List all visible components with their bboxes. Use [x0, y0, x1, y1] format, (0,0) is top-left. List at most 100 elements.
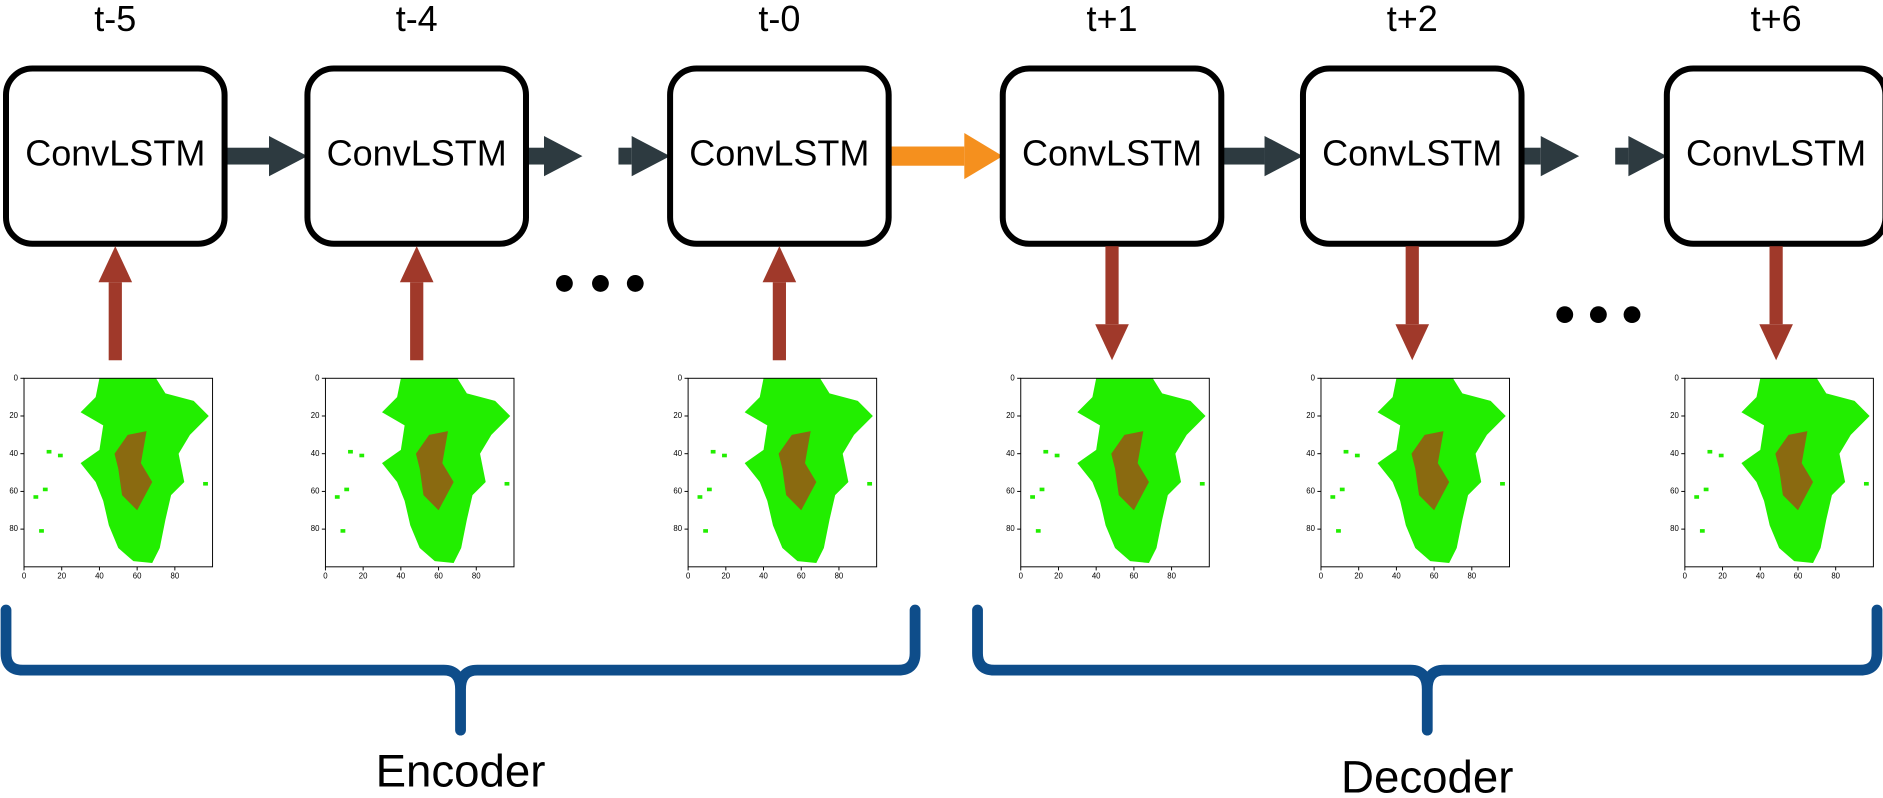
y-tick-label: 0	[678, 373, 683, 382]
x-tick-label: 20	[1054, 571, 1063, 580]
x-tick-label: 60	[1130, 571, 1139, 580]
x-tick-label: 0	[1319, 571, 1324, 580]
precip-speck	[1704, 488, 1709, 492]
y-tick-label: 0	[1010, 373, 1015, 382]
precip-speck	[1500, 482, 1505, 486]
precip-speck	[1340, 488, 1345, 492]
precip-speck	[1707, 450, 1712, 454]
precip-speck	[1040, 488, 1045, 492]
time-label: t-4	[396, 0, 438, 39]
convlstm-label: ConvLSTM	[689, 133, 869, 174]
y-tick-label: 80	[9, 524, 18, 533]
x-tick-label: 80	[171, 571, 180, 580]
radar-plot: 020406080020406080	[1670, 373, 1873, 580]
precip-speck	[1200, 482, 1205, 486]
x-tick-label: 80	[835, 571, 844, 580]
convlstm-label: ConvLSTM	[1022, 133, 1202, 174]
precip-speck	[867, 482, 872, 486]
y-tick-label: 20	[1670, 411, 1679, 420]
arrow-head	[632, 136, 670, 176]
ellipsis-dot	[556, 275, 573, 292]
arrow-shaft	[410, 282, 423, 360]
precip-speck	[1719, 454, 1724, 458]
precip-speck	[341, 529, 346, 533]
x-tick-label: 0	[22, 571, 27, 580]
precip-speck	[43, 488, 48, 492]
precip-speck	[711, 450, 716, 454]
arrow-head	[964, 133, 1002, 179]
x-tick-label: 40	[1092, 571, 1101, 580]
y-tick-label: 40	[1006, 449, 1015, 458]
radar-plot: 020406080020406080	[9, 373, 212, 580]
arrow-shaft	[890, 147, 964, 166]
x-tick-label: 80	[1467, 571, 1476, 580]
precip-speck	[1864, 482, 1869, 486]
arrow-shaft	[618, 148, 631, 165]
precip-speck	[1355, 454, 1360, 458]
time-label: t+2	[1387, 0, 1438, 39]
precip-speck	[1700, 529, 1705, 533]
x-tick-label: 20	[721, 571, 730, 580]
y-tick-label: 60	[1306, 486, 1315, 495]
time-label: t+1	[1086, 0, 1137, 39]
x-tick-label: 0	[323, 571, 328, 580]
arrow-head	[1759, 324, 1793, 360]
y-tick-label: 20	[673, 411, 682, 420]
y-tick-label: 60	[1670, 486, 1679, 495]
precip-speck	[1336, 529, 1341, 533]
precip-speck	[1344, 450, 1349, 454]
x-tick-label: 60	[797, 571, 806, 580]
x-tick-label: 60	[1430, 571, 1439, 580]
y-tick-label: 20	[311, 411, 320, 420]
arrow-head	[269, 136, 307, 176]
y-tick-label: 0	[315, 373, 320, 382]
precip-speck	[335, 495, 340, 499]
precip-speck	[58, 454, 63, 458]
arrow-shaft	[1105, 246, 1118, 324]
y-tick-label: 0	[1311, 373, 1316, 382]
precip-speck	[344, 488, 349, 492]
y-tick-label: 0	[1675, 373, 1680, 382]
convlstm-label: ConvLSTM	[25, 133, 205, 174]
arrow-shaft	[1615, 148, 1628, 165]
brace	[978, 610, 1877, 730]
diagram: t-5ConvLSTM020406080020406080t-4ConvLSTM…	[0, 0, 1883, 798]
x-tick-label: 40	[397, 571, 406, 580]
x-tick-label: 20	[1718, 571, 1727, 580]
precip-speck	[1330, 495, 1335, 499]
y-tick-label: 60	[1006, 486, 1015, 495]
x-tick-label: 20	[57, 571, 66, 580]
arrow-shaft	[1406, 246, 1419, 324]
group-label: Decoder	[1341, 752, 1513, 798]
arrow-head	[763, 246, 797, 282]
page: t-5ConvLSTM020406080020406080t-4ConvLSTM…	[0, 0, 1883, 798]
precip-speck	[505, 482, 510, 486]
y-tick-label: 80	[673, 524, 682, 533]
arrow-head	[1395, 324, 1429, 360]
y-tick-label: 20	[1006, 411, 1015, 420]
precip-speck	[1030, 495, 1035, 499]
precip-speck	[39, 529, 44, 533]
y-tick-label: 60	[673, 486, 682, 495]
y-tick-label: 80	[1670, 524, 1679, 533]
arrow-head	[1628, 136, 1666, 176]
precip-speck	[1043, 450, 1048, 454]
precip-speck	[1036, 529, 1041, 533]
x-tick-label: 40	[95, 571, 104, 580]
x-tick-label: 80	[472, 571, 481, 580]
y-tick-label: 20	[9, 411, 18, 420]
y-tick-label: 20	[1306, 411, 1315, 420]
ellipsis-dot	[1624, 306, 1641, 323]
y-tick-label: 80	[311, 524, 320, 533]
arrow-shaft	[773, 282, 786, 360]
precip-speck	[47, 450, 52, 454]
radar-plot: 020406080020406080	[1006, 373, 1209, 580]
y-tick-label: 40	[9, 449, 18, 458]
y-tick-label: 60	[9, 486, 18, 495]
x-tick-label: 60	[434, 571, 443, 580]
convlstm-label: ConvLSTM	[1322, 133, 1502, 174]
x-tick-label: 60	[1794, 571, 1803, 580]
y-tick-label: 0	[14, 373, 19, 382]
